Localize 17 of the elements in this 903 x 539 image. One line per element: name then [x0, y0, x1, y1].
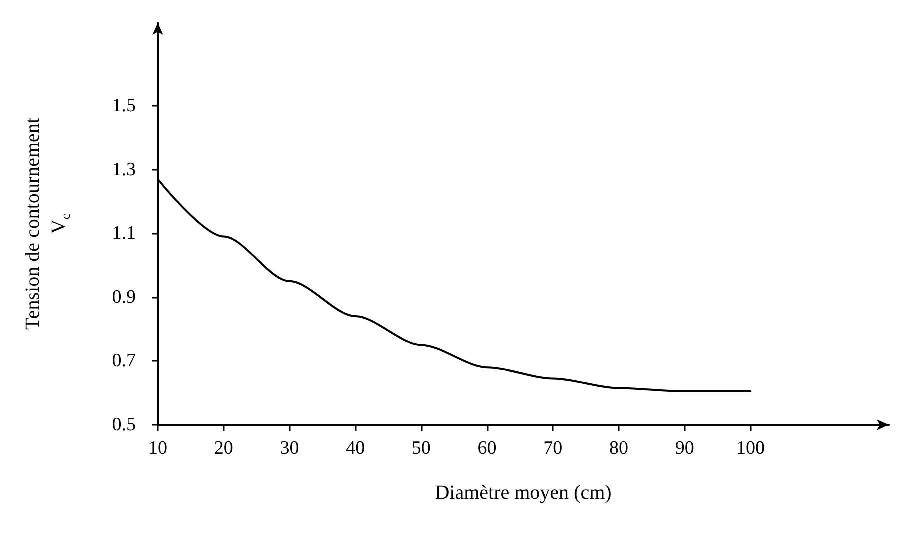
y-tick-label: 0.7	[112, 350, 136, 372]
x-tick-label: 40	[346, 438, 366, 459]
x-tick-label: 60	[478, 438, 497, 459]
y-tick-label: 1.5	[112, 95, 136, 116]
x-tick-label: 50	[412, 438, 431, 459]
y-tick-label: 0.9	[112, 286, 136, 308]
x-tick-label: 30	[280, 438, 300, 459]
y-tick-label: 1.3	[112, 159, 136, 180]
y-tick-label: 0.5	[112, 414, 136, 436]
x-tick-label: 100	[736, 438, 765, 459]
y-tick-label: 1.1	[112, 223, 136, 244]
x-tick-label: 10	[148, 438, 168, 459]
x-axis-title: Diamètre moyen (cm)	[435, 482, 612, 504]
x-tick-label: 80	[609, 438, 628, 459]
x-tick-label: 90	[675, 438, 694, 459]
x-tick-label: 20	[214, 438, 234, 459]
x-tick-label: 70	[544, 438, 563, 459]
